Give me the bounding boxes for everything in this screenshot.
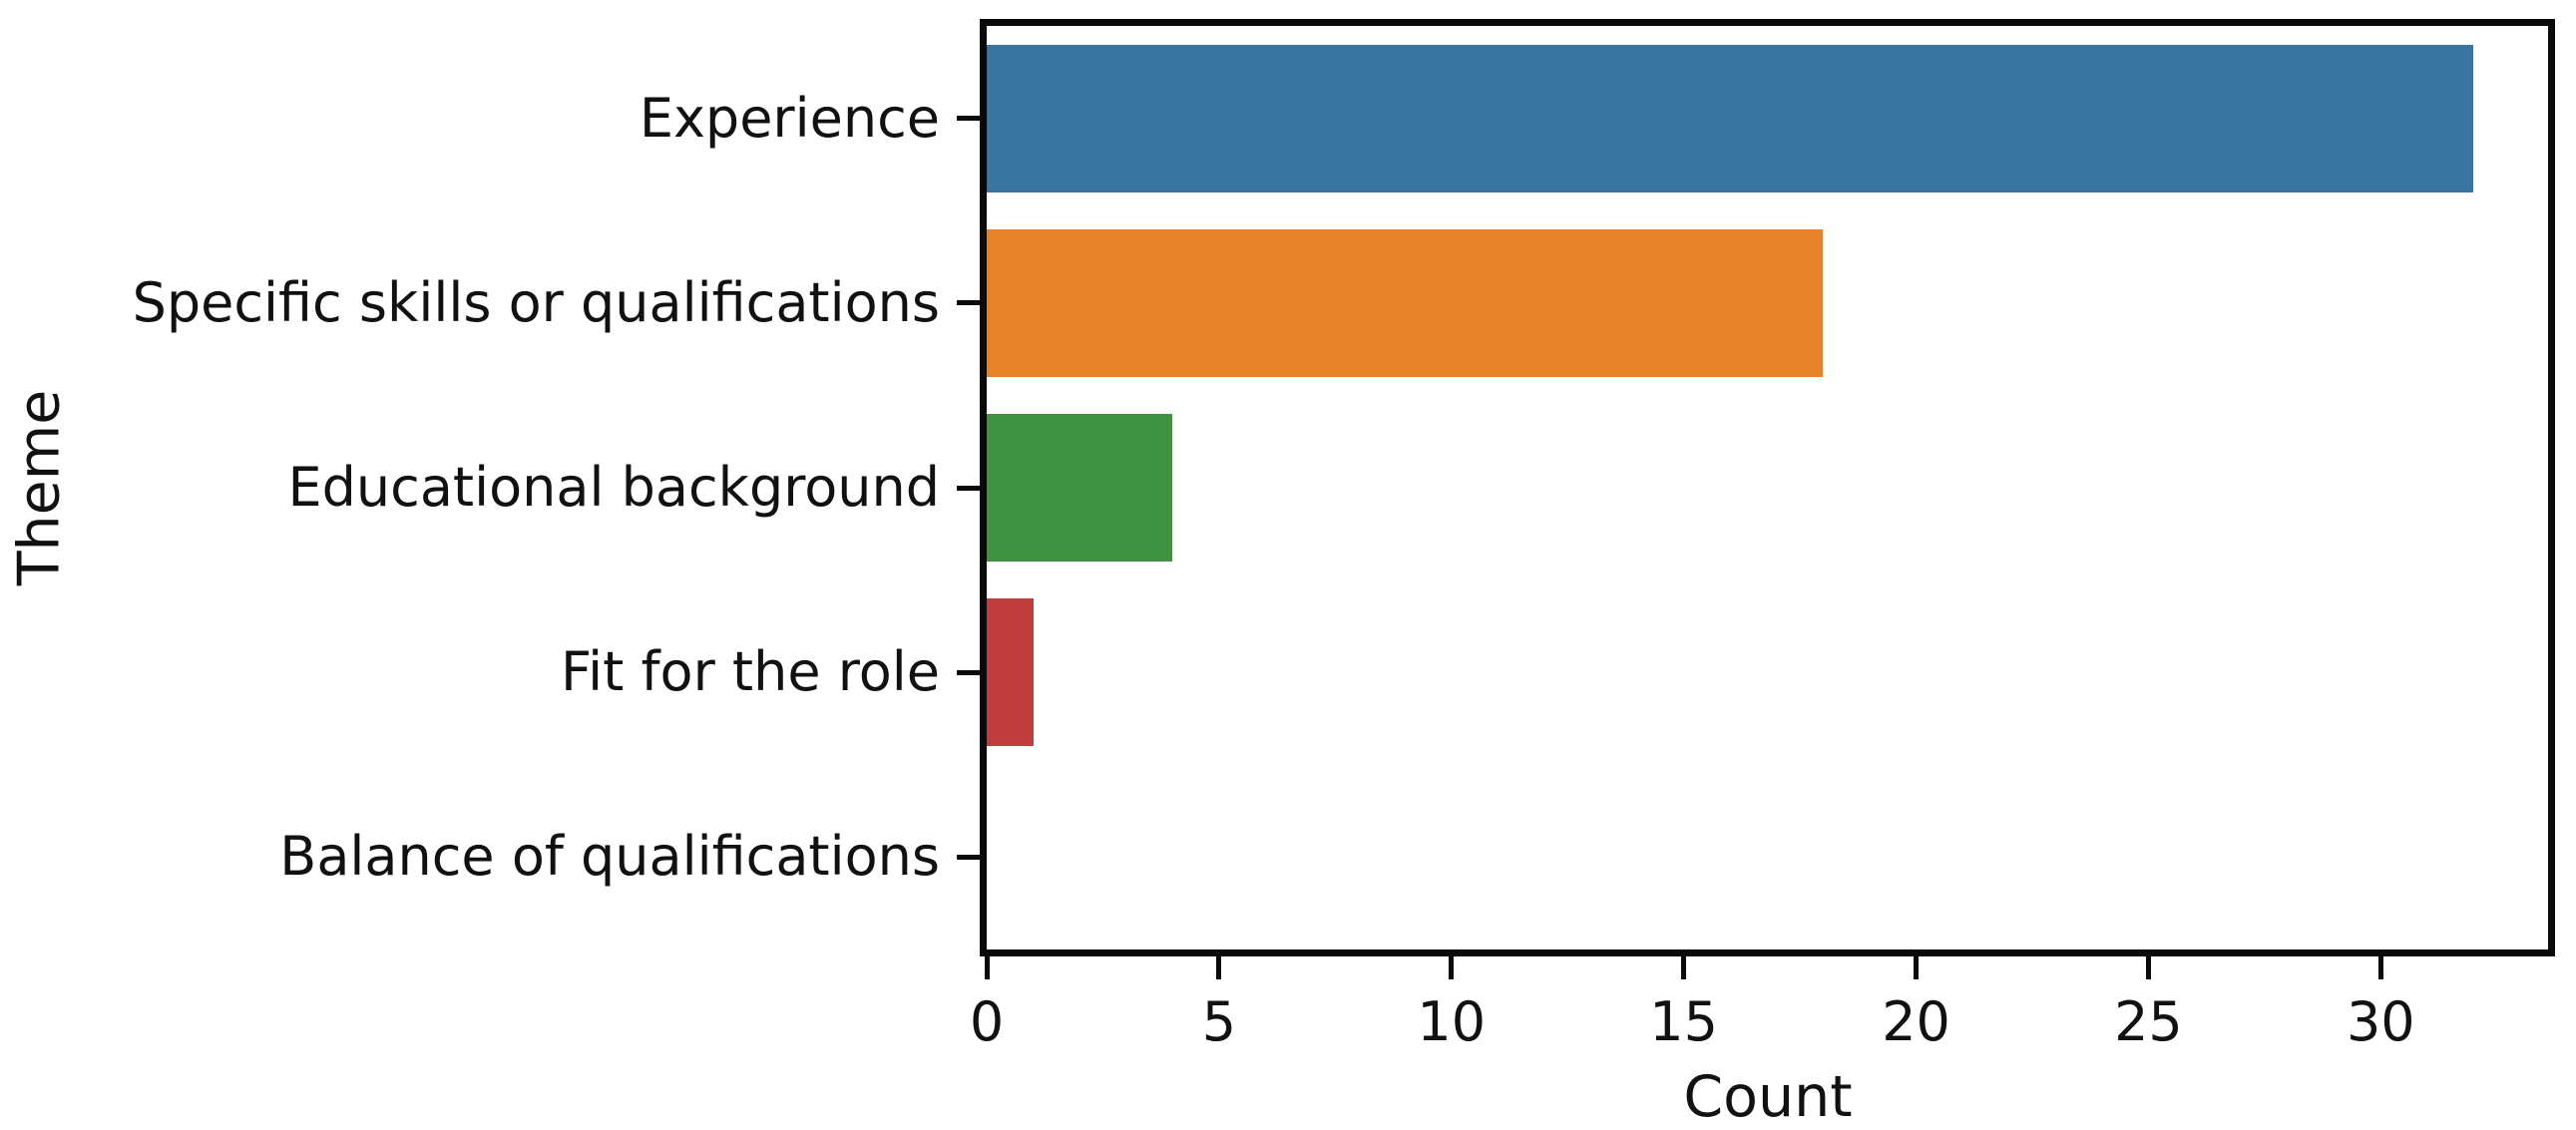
ytick-label-specific-skills-or-qualifications: Specific skills or qualifications — [132, 270, 940, 334]
y-tick-mark — [957, 300, 980, 306]
bar-fit-for-the-role — [987, 598, 1034, 747]
y-tick-mark — [957, 669, 980, 675]
ytick-label-educational-background: Educational background — [287, 456, 940, 519]
x-tick-label-0: 0 — [969, 990, 1005, 1053]
x-tick-mark — [1216, 956, 1222, 979]
ytick-label-experience: Experience — [639, 86, 940, 150]
x-axis-title: Count — [1683, 1064, 1853, 1130]
bar-educational-background — [987, 413, 1173, 563]
bar-specific-skills-or-qualifications — [987, 228, 1824, 377]
ytick-label-balance-of-qualifications: Balance of qualifications — [279, 825, 940, 889]
x-tick-label-5: 5 — [1201, 990, 1237, 1053]
y-tick-mark — [957, 485, 980, 491]
x-tick-mark — [2377, 956, 2383, 979]
x-tick-label-10: 10 — [1417, 990, 1487, 1053]
x-tick-mark — [1914, 956, 1920, 979]
y-tick-mark — [957, 854, 980, 860]
y-axis-title: Theme — [6, 389, 73, 586]
y-tick-mark — [957, 116, 980, 122]
x-tick-mark — [984, 956, 990, 979]
bar-experience — [987, 44, 2474, 192]
x-tick-label-15: 15 — [1649, 990, 1719, 1053]
bars-layer — [987, 26, 2548, 949]
x-tick-mark — [1449, 956, 1455, 979]
ytick-label-fit-for-the-role: Fit for the role — [561, 640, 940, 704]
x-tick-label-30: 30 — [2346, 990, 2415, 1053]
x-tick-mark — [2145, 956, 2151, 979]
x-tick-label-25: 25 — [2114, 990, 2183, 1053]
x-tick-label-20: 20 — [1882, 990, 1950, 1053]
x-tick-mark — [1681, 956, 1687, 979]
